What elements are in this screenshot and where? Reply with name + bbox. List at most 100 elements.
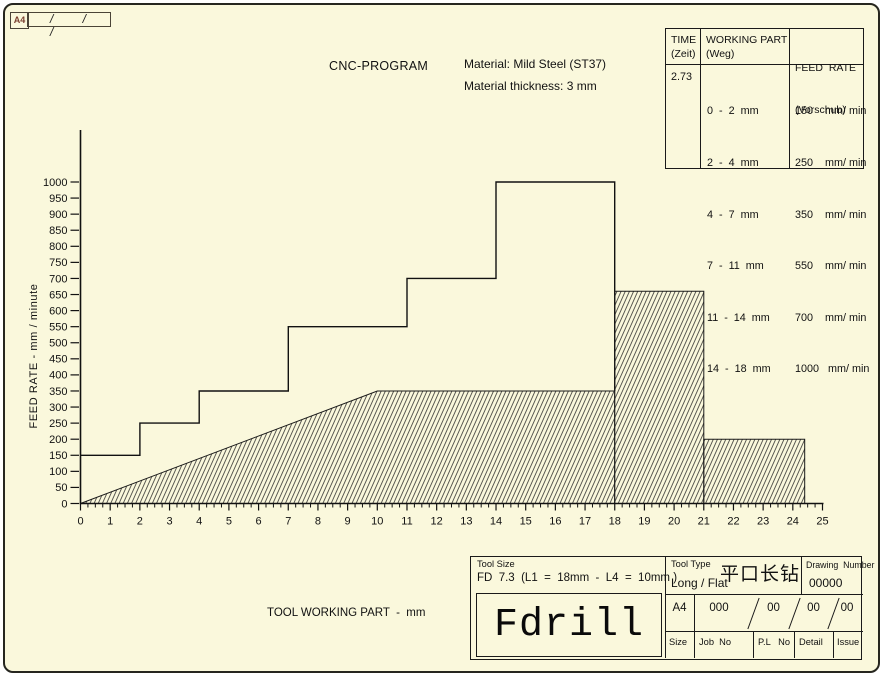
x-tick-label: 3 — [166, 516, 172, 528]
feed-rate-values: 150 mm/ min 250 mm/ min 350 mm/ min 550 … — [795, 69, 869, 413]
tool-type-chinese: 平口长钻 — [720, 563, 801, 585]
x-tick-label: 11 — [401, 516, 412, 528]
tool-size-value: FD 7.3 (L1 = 18mm - L4 = 10mm ) — [477, 572, 678, 584]
y-tick-label: 50 — [55, 482, 67, 494]
table-row: 11 - 14 mm — [707, 311, 770, 324]
table-row: 700 mm/ min — [795, 311, 867, 324]
y-tick-label: 1000 — [43, 177, 67, 189]
table-row: 2 - 4 mm — [707, 157, 759, 170]
material-thickness-line: Material thickness: 3 mm — [464, 79, 597, 93]
x-tick-label: 1 — [107, 516, 113, 528]
feed-rate-table: TIME (Zeit) WORKING PART (Weg) FEED RATE… — [665, 28, 869, 375]
y-tick-label: 200 — [49, 434, 67, 446]
pl-no-label: P.L No — [758, 637, 791, 647]
tool-name: Fdrill — [493, 602, 645, 648]
x-tick-label: 8 — [315, 516, 321, 528]
size-label: Size — [669, 637, 688, 647]
table-row: 350 mm/ min — [795, 208, 867, 221]
drawing-number-divider — [801, 557, 802, 594]
y-tick-label: 300 — [49, 402, 67, 414]
title-block: Tool Size FD 7.3 (L1 = 18mm - L4 = 10mm … — [470, 556, 874, 660]
x-tick-label: 16 — [549, 516, 561, 528]
title-block-cell-divider — [833, 631, 834, 658]
y-tick-label: 850 — [49, 225, 67, 237]
working-part-ranges: 0 - 2 mm 2 - 4 mm 4 - 7 mm 7 - 11 mm 11 … — [707, 69, 771, 413]
tool-type-label: Tool Type — [671, 559, 711, 569]
y-tick-label: 950 — [49, 193, 67, 205]
x-tick-label: 12 — [431, 516, 443, 528]
sheet-border — [3, 3, 880, 673]
x-tick-label: 19 — [638, 516, 650, 528]
x-tick-label: 14 — [490, 516, 502, 528]
sheet-format-badge: A4 — [10, 12, 29, 29]
x-tick-label: 18 — [609, 516, 621, 528]
x-tick-label: 22 — [727, 516, 739, 528]
x-tick-label: 13 — [460, 516, 472, 528]
size-value: A4 — [672, 602, 687, 614]
x-tick-label: 5 — [226, 516, 232, 528]
material-line: Material: Mild Steel (ST37) — [464, 57, 607, 71]
tool-size-label: Tool Size — [477, 559, 515, 569]
col-working-part-header: WORKING PART (Weg) — [706, 34, 788, 60]
issue-value: 00 — [840, 602, 854, 614]
corner-slash-box: / / / — [27, 12, 111, 39]
table-column-divider — [700, 29, 701, 168]
table-row: 0 - 2 mm — [707, 105, 759, 118]
table-row: 550 mm/ min — [795, 260, 867, 273]
table-header-divider — [666, 64, 863, 65]
y-tick-label: 400 — [49, 370, 67, 382]
hatched-area-polygon — [80, 390, 616, 504]
x-axis-label: TOOL WORKING PART - mm — [267, 607, 426, 619]
tool-name-box: Fdrill — [476, 593, 662, 657]
x-tick-label: 2 — [137, 516, 143, 528]
hatched-area-polygon — [703, 438, 806, 504]
y-tick-label: 450 — [49, 354, 67, 366]
table-row: 14 - 18 mm — [707, 363, 771, 376]
y-tick-label: 650 — [49, 289, 67, 301]
y-tick-label: 500 — [49, 338, 67, 350]
x-tick-label: 25 — [816, 516, 828, 528]
y-tick-label: 350 — [49, 386, 67, 398]
x-tick-label: 10 — [371, 516, 383, 528]
job-no-label: Job No — [699, 637, 732, 647]
y-axis-label: FEED RATE - mm / minute — [28, 284, 40, 429]
table-row: 250 mm/ min — [795, 157, 867, 170]
pl-no-value: 00 — [767, 602, 780, 614]
x-tick-label: 9 — [345, 516, 351, 528]
job-no-value: 000 — [709, 602, 729, 614]
drawing-number-label: Drawing Number — [806, 560, 875, 570]
table-row: 7 - 11 mm — [707, 260, 764, 273]
x-tick-label: 20 — [668, 516, 680, 528]
y-tick-label: 600 — [49, 305, 67, 317]
y-tick-label: 550 — [49, 321, 67, 333]
title-block-cell-divider — [753, 631, 754, 658]
col-time-header: TIME (Zeit) — [671, 34, 697, 60]
detail-label: Detail — [799, 637, 823, 647]
x-tick-label: 24 — [787, 516, 799, 528]
hatched-area-polygon — [614, 290, 705, 504]
page-title: CNC-PROGRAM — [329, 59, 429, 73]
x-tick-label: 6 — [256, 516, 262, 528]
feed-rate-step-line — [80, 181, 616, 456]
x-tick-label: 4 — [196, 516, 202, 528]
table-row: 150 mm/ min — [795, 105, 867, 118]
detail-value: 00 — [807, 602, 820, 614]
col-feed-rate-header: FEED RATE (Vorschub) — [795, 62, 857, 116]
y-tick-label: 800 — [49, 241, 67, 253]
title-block-divider — [665, 557, 666, 658]
issue-label: Issue — [837, 637, 860, 647]
title-block-cell-divider — [794, 631, 795, 658]
table-row: 1000 mm/ min — [795, 363, 870, 376]
x-tick-label: 7 — [285, 516, 291, 528]
drawing-number-value: 00000 — [809, 576, 843, 590]
y-tick-label: 250 — [49, 418, 67, 430]
title-block-cell-divider — [694, 594, 695, 658]
tool-type-value: Long / Flat — [671, 576, 728, 590]
x-tick-label: 17 — [579, 516, 591, 528]
y-tick-label: 700 — [49, 273, 67, 285]
x-tick-label: 0 — [77, 516, 83, 528]
table-column-divider — [789, 29, 790, 168]
table-row: 4 - 7 mm — [707, 208, 759, 221]
